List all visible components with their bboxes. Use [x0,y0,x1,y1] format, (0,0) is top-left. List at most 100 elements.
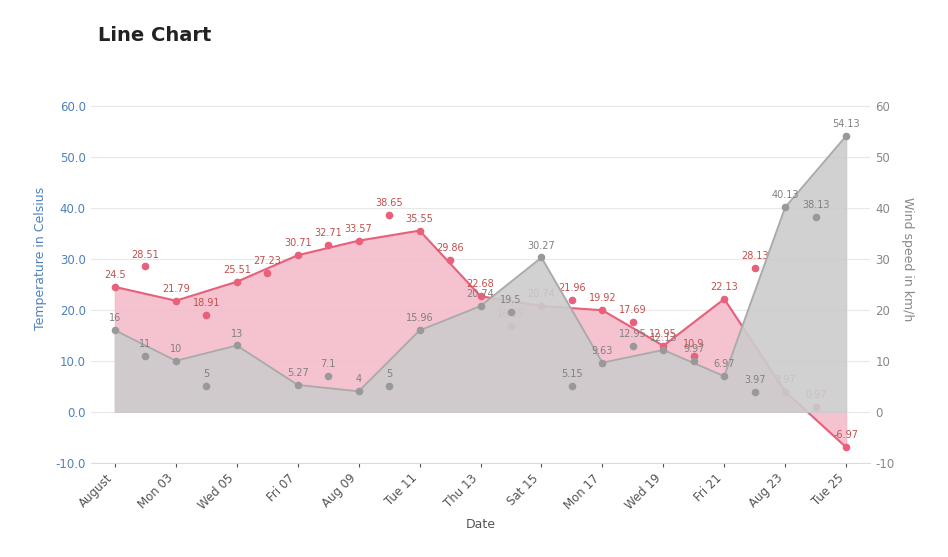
Text: 30.27: 30.27 [528,241,556,251]
Point [290,251,305,260]
Point [717,295,732,304]
Text: -6.97: -6.97 [833,431,859,441]
Point [168,356,183,365]
Point [839,443,854,452]
Point [199,311,214,320]
Text: 28.51: 28.51 [132,250,159,260]
Point [564,381,579,390]
Point [320,241,336,250]
Text: 20.74: 20.74 [528,289,556,299]
Text: 35.55: 35.55 [406,214,433,224]
Point [351,236,366,245]
Text: 25.51: 25.51 [223,265,250,275]
Text: 10: 10 [170,344,182,354]
Text: 3.97: 3.97 [744,374,765,384]
Text: 13: 13 [230,329,243,339]
Text: 12.95: 12.95 [619,329,647,339]
X-axis label: Date: Date [465,518,496,531]
Point [412,326,428,335]
Point [534,301,549,310]
Point [808,402,823,411]
Text: 28.13: 28.13 [741,251,769,261]
Text: 20.74: 20.74 [466,289,494,299]
Point [320,371,336,380]
Text: 40.13: 40.13 [772,190,799,201]
Text: 7.1: 7.1 [320,359,336,369]
Text: 15.96: 15.96 [406,314,433,324]
Text: 38.13: 38.13 [802,201,830,211]
Text: 4: 4 [356,374,362,384]
Text: 16.85: 16.85 [497,309,525,319]
Point [412,226,428,235]
Text: 9.63: 9.63 [592,346,613,356]
Point [656,341,671,350]
Text: 21.96: 21.96 [558,283,586,293]
Text: 27.23: 27.23 [253,256,282,266]
Point [626,341,641,350]
Text: 24.5: 24.5 [104,270,126,280]
Point [229,277,245,286]
Point [443,255,458,264]
Point [686,356,702,365]
Point [107,282,122,291]
Text: 5: 5 [203,369,210,379]
Text: 0.97: 0.97 [805,390,827,400]
Text: Line Chart: Line Chart [99,26,211,45]
Point [229,341,245,350]
Text: 12.95: 12.95 [649,329,677,339]
Point [777,387,793,396]
Point [260,268,275,277]
Point [717,372,732,380]
Point [777,203,793,212]
Point [168,296,183,305]
Point [747,264,762,273]
Point [503,321,519,330]
Point [594,306,610,315]
Point [473,292,488,301]
Point [839,131,854,140]
Text: 30.71: 30.71 [283,238,312,248]
Text: 5: 5 [386,369,392,379]
Point [137,262,153,271]
Y-axis label: Wind speed in km/h: Wind speed in km/h [901,197,914,321]
Point [534,253,549,262]
Text: 33.57: 33.57 [345,224,373,234]
Text: 22.68: 22.68 [466,279,494,289]
Point [564,295,579,304]
Text: 22.13: 22.13 [710,282,738,292]
Point [503,308,519,317]
Text: 54.13: 54.13 [832,119,860,129]
Point [381,211,396,219]
Text: 21.79: 21.79 [162,284,190,294]
Text: 5.27: 5.27 [287,368,309,378]
Text: 10.9: 10.9 [684,339,704,349]
Text: 6.97: 6.97 [714,359,735,369]
Text: 18.91: 18.91 [192,299,220,309]
Text: 12.13: 12.13 [649,333,677,343]
Point [594,358,610,367]
Point [626,317,641,326]
Point [107,326,122,335]
Text: 32.71: 32.71 [315,228,342,238]
Point [381,382,396,390]
Point [473,301,488,310]
Point [747,387,762,396]
Text: 19.92: 19.92 [589,294,616,304]
Point [656,345,671,354]
Text: 16: 16 [109,313,121,323]
Text: 9.97: 9.97 [683,344,704,354]
Point [137,351,153,360]
Point [351,387,366,396]
Y-axis label: Temperature in Celsius: Temperature in Celsius [34,187,47,330]
Text: 29.86: 29.86 [436,243,464,253]
Text: 11: 11 [139,339,152,349]
Text: 3.97: 3.97 [775,374,796,384]
Point [686,351,702,360]
Text: 38.65: 38.65 [375,198,403,208]
Text: 5.15: 5.15 [561,369,583,379]
Text: 19.5: 19.5 [501,295,521,305]
Point [290,380,305,389]
Point [199,382,214,390]
Point [808,213,823,222]
Text: 17.69: 17.69 [619,305,647,315]
